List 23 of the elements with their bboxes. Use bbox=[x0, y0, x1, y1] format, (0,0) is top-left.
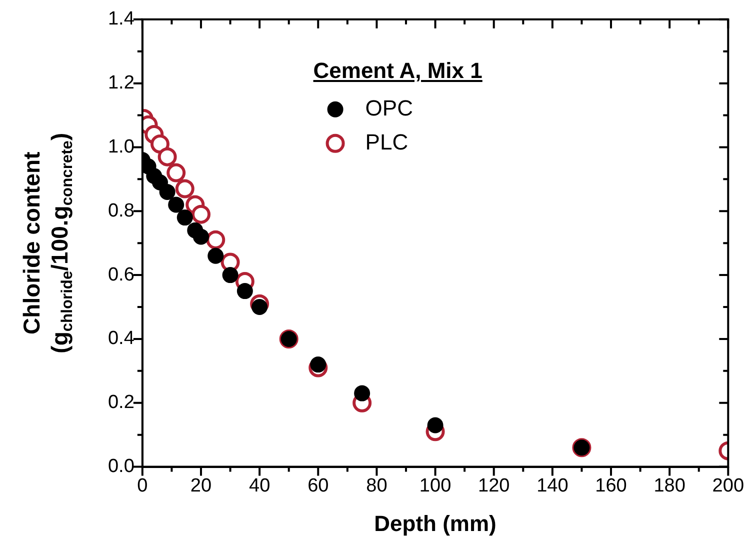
x-tick-label: 200 bbox=[712, 475, 744, 496]
y-tick-label: 0.4 bbox=[108, 328, 135, 350]
legend-label: PLC bbox=[365, 129, 408, 154]
x-axis-title: Depth (mm) bbox=[374, 510, 496, 536]
x-tick-label: 120 bbox=[478, 475, 510, 496]
y-tick-label: 0.2 bbox=[108, 392, 134, 414]
x-tick-label: 180 bbox=[654, 475, 686, 496]
x-tick-label: 60 bbox=[308, 475, 329, 496]
y-tick-label: 0.8 bbox=[108, 200, 134, 222]
y-tick-label: 1.0 bbox=[108, 136, 134, 158]
legend-label: OPC bbox=[365, 95, 414, 120]
y-tick-label: 0.6 bbox=[108, 264, 134, 286]
y-tick-label: 1.4 bbox=[108, 8, 135, 30]
x-tick-label: 100 bbox=[419, 475, 452, 496]
x-tick-label: 160 bbox=[595, 475, 627, 496]
x-tick-label: 0 bbox=[137, 475, 148, 496]
x-tick-label: 40 bbox=[248, 475, 270, 496]
legend-title: Cement A, Mix 1 bbox=[313, 58, 482, 84]
x-tick-label: 140 bbox=[536, 475, 568, 496]
x-tick-label: 80 bbox=[366, 475, 388, 496]
y-tick-label: 0.0 bbox=[108, 456, 134, 478]
y-tick-label: 1.2 bbox=[108, 72, 134, 94]
x-tick-label: 20 bbox=[190, 475, 212, 496]
